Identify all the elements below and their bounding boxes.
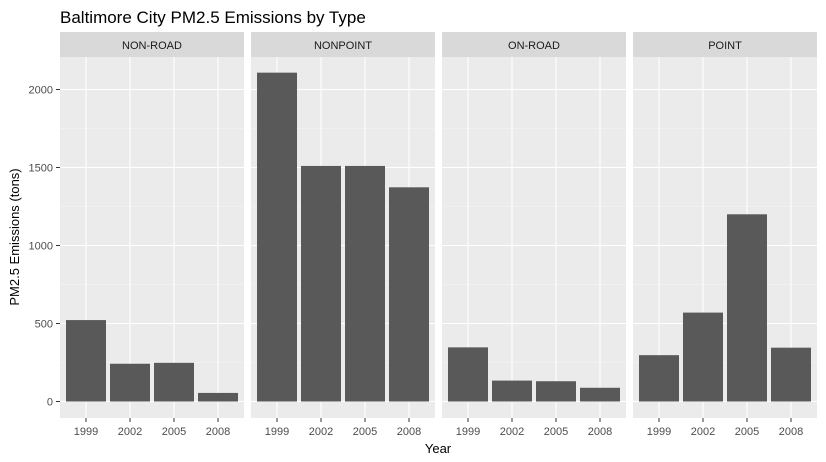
chart-title: Baltimore City PM2.5 Emissions by Type [60, 8, 366, 27]
x-tick-label: 2008 [206, 426, 230, 438]
x-tick-label: 2002 [500, 426, 524, 438]
bar [198, 392, 238, 402]
x-tick-label: 2008 [779, 426, 803, 438]
x-tick-label: 1999 [647, 426, 671, 438]
bar [727, 214, 767, 402]
x-tick-label: 2002 [691, 426, 715, 438]
y-axis-title: PM2.5 Emissions (tons) [7, 168, 22, 305]
bar [389, 187, 429, 402]
bar [492, 380, 532, 402]
y-axis-ticks: 0 500 1000 1500 2000 [29, 85, 60, 409]
x-tick-label: 2005 [735, 426, 759, 438]
bar [639, 355, 679, 402]
bar [154, 362, 194, 402]
bar [771, 347, 811, 402]
x-tick-label: 2008 [397, 426, 421, 438]
facet-strip [251, 32, 435, 57]
bar [257, 72, 297, 402]
facet-strip-label: NON-ROAD [122, 40, 182, 52]
x-tick-label: 2002 [118, 426, 142, 438]
bar [110, 363, 150, 402]
y-tick-label: 0 [47, 397, 53, 409]
bar [536, 381, 576, 402]
facet-panel: NONPOINT 1999 2002 2005 2008 [251, 32, 435, 438]
facet-strip [633, 32, 817, 57]
x-axis-title: Year [425, 441, 452, 456]
y-tick-label: 2000 [29, 85, 53, 97]
facet-strip [60, 32, 244, 57]
facet-strip-label: ON-ROAD [508, 40, 560, 52]
x-tick-label: 2008 [588, 426, 612, 438]
bar [448, 347, 488, 402]
facet-strip-label: POINT [708, 40, 742, 52]
x-tick-label: 1999 [74, 426, 98, 438]
x-tick-label: 2005 [353, 426, 377, 438]
facet-panel: ON-ROAD 1999 2002 2005 2008 [442, 32, 626, 438]
bar [66, 320, 106, 402]
bar [580, 387, 620, 402]
facet-panels: NON-ROAD 1999 2002 2005 2008 NONPOINT 1999 2002… [60, 32, 817, 438]
bar [301, 165, 341, 402]
x-tick-label: 1999 [265, 426, 289, 438]
y-tick-label: 500 [35, 319, 53, 331]
facet-panel: NON-ROAD 1999 2002 2005 2008 [60, 32, 244, 438]
facet-panel: POINT 1999 2002 2005 2008 [633, 32, 817, 438]
bar [345, 165, 385, 402]
x-tick-label: 2005 [162, 426, 186, 438]
bar [683, 312, 723, 402]
facet-strip-label: NONPOINT [314, 40, 372, 52]
y-tick-label: 1500 [29, 163, 53, 175]
x-tick-label: 1999 [456, 426, 480, 438]
y-tick-label: 1000 [29, 241, 53, 253]
x-tick-label: 2002 [309, 426, 333, 438]
facet-strip [442, 32, 626, 57]
x-tick-label: 2005 [544, 426, 568, 438]
